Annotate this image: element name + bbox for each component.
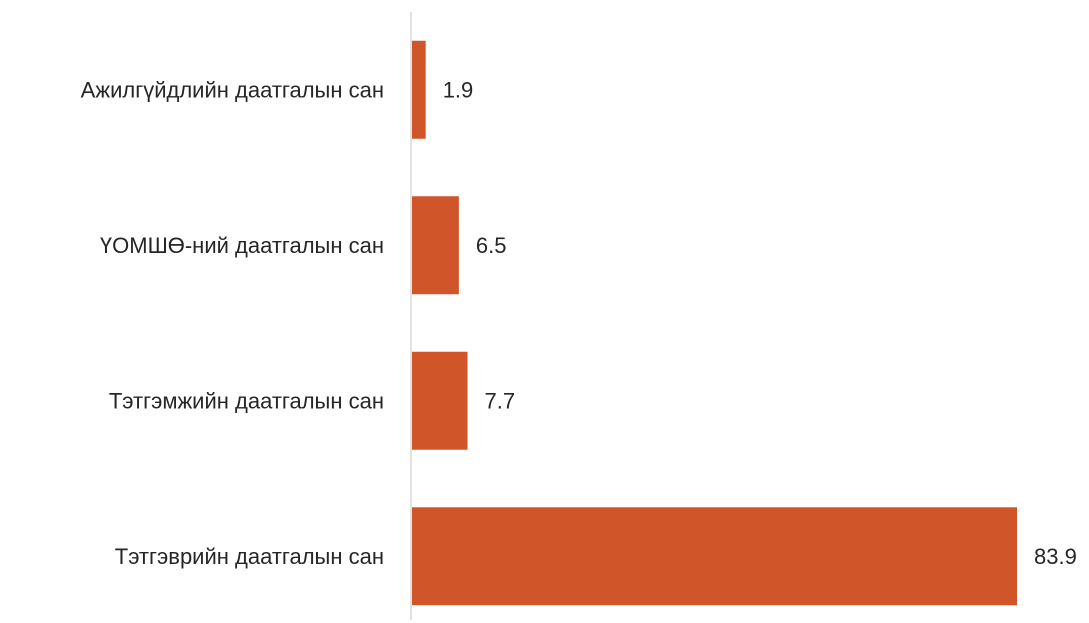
bars-layer [412, 40, 1017, 606]
bar-3 [412, 351, 468, 450]
value-label-2: 6.5 [476, 233, 507, 258]
value-label-3: 7.7 [485, 388, 516, 413]
bar-1 [412, 40, 426, 139]
category-label-4: Тэтгэврийн даатгалын сан [115, 544, 384, 569]
category-label-1: Ажилгүйдлийн даатгалын сан [81, 77, 384, 102]
category-label-3: Тэтгэмжийн даатгалын сан [109, 388, 384, 413]
category-label-2: ҮОМШӨ-ний даатгалын сан [100, 233, 384, 258]
value-label-4: 83.9 [1034, 544, 1077, 569]
labels-layer: Ажилгүйдлийн даатгалын сан 1.9 ҮОМШӨ-ний д… [81, 77, 1077, 569]
bar-2 [412, 196, 459, 295]
value-label-1: 1.9 [443, 77, 474, 102]
bar-4 [412, 507, 1017, 606]
